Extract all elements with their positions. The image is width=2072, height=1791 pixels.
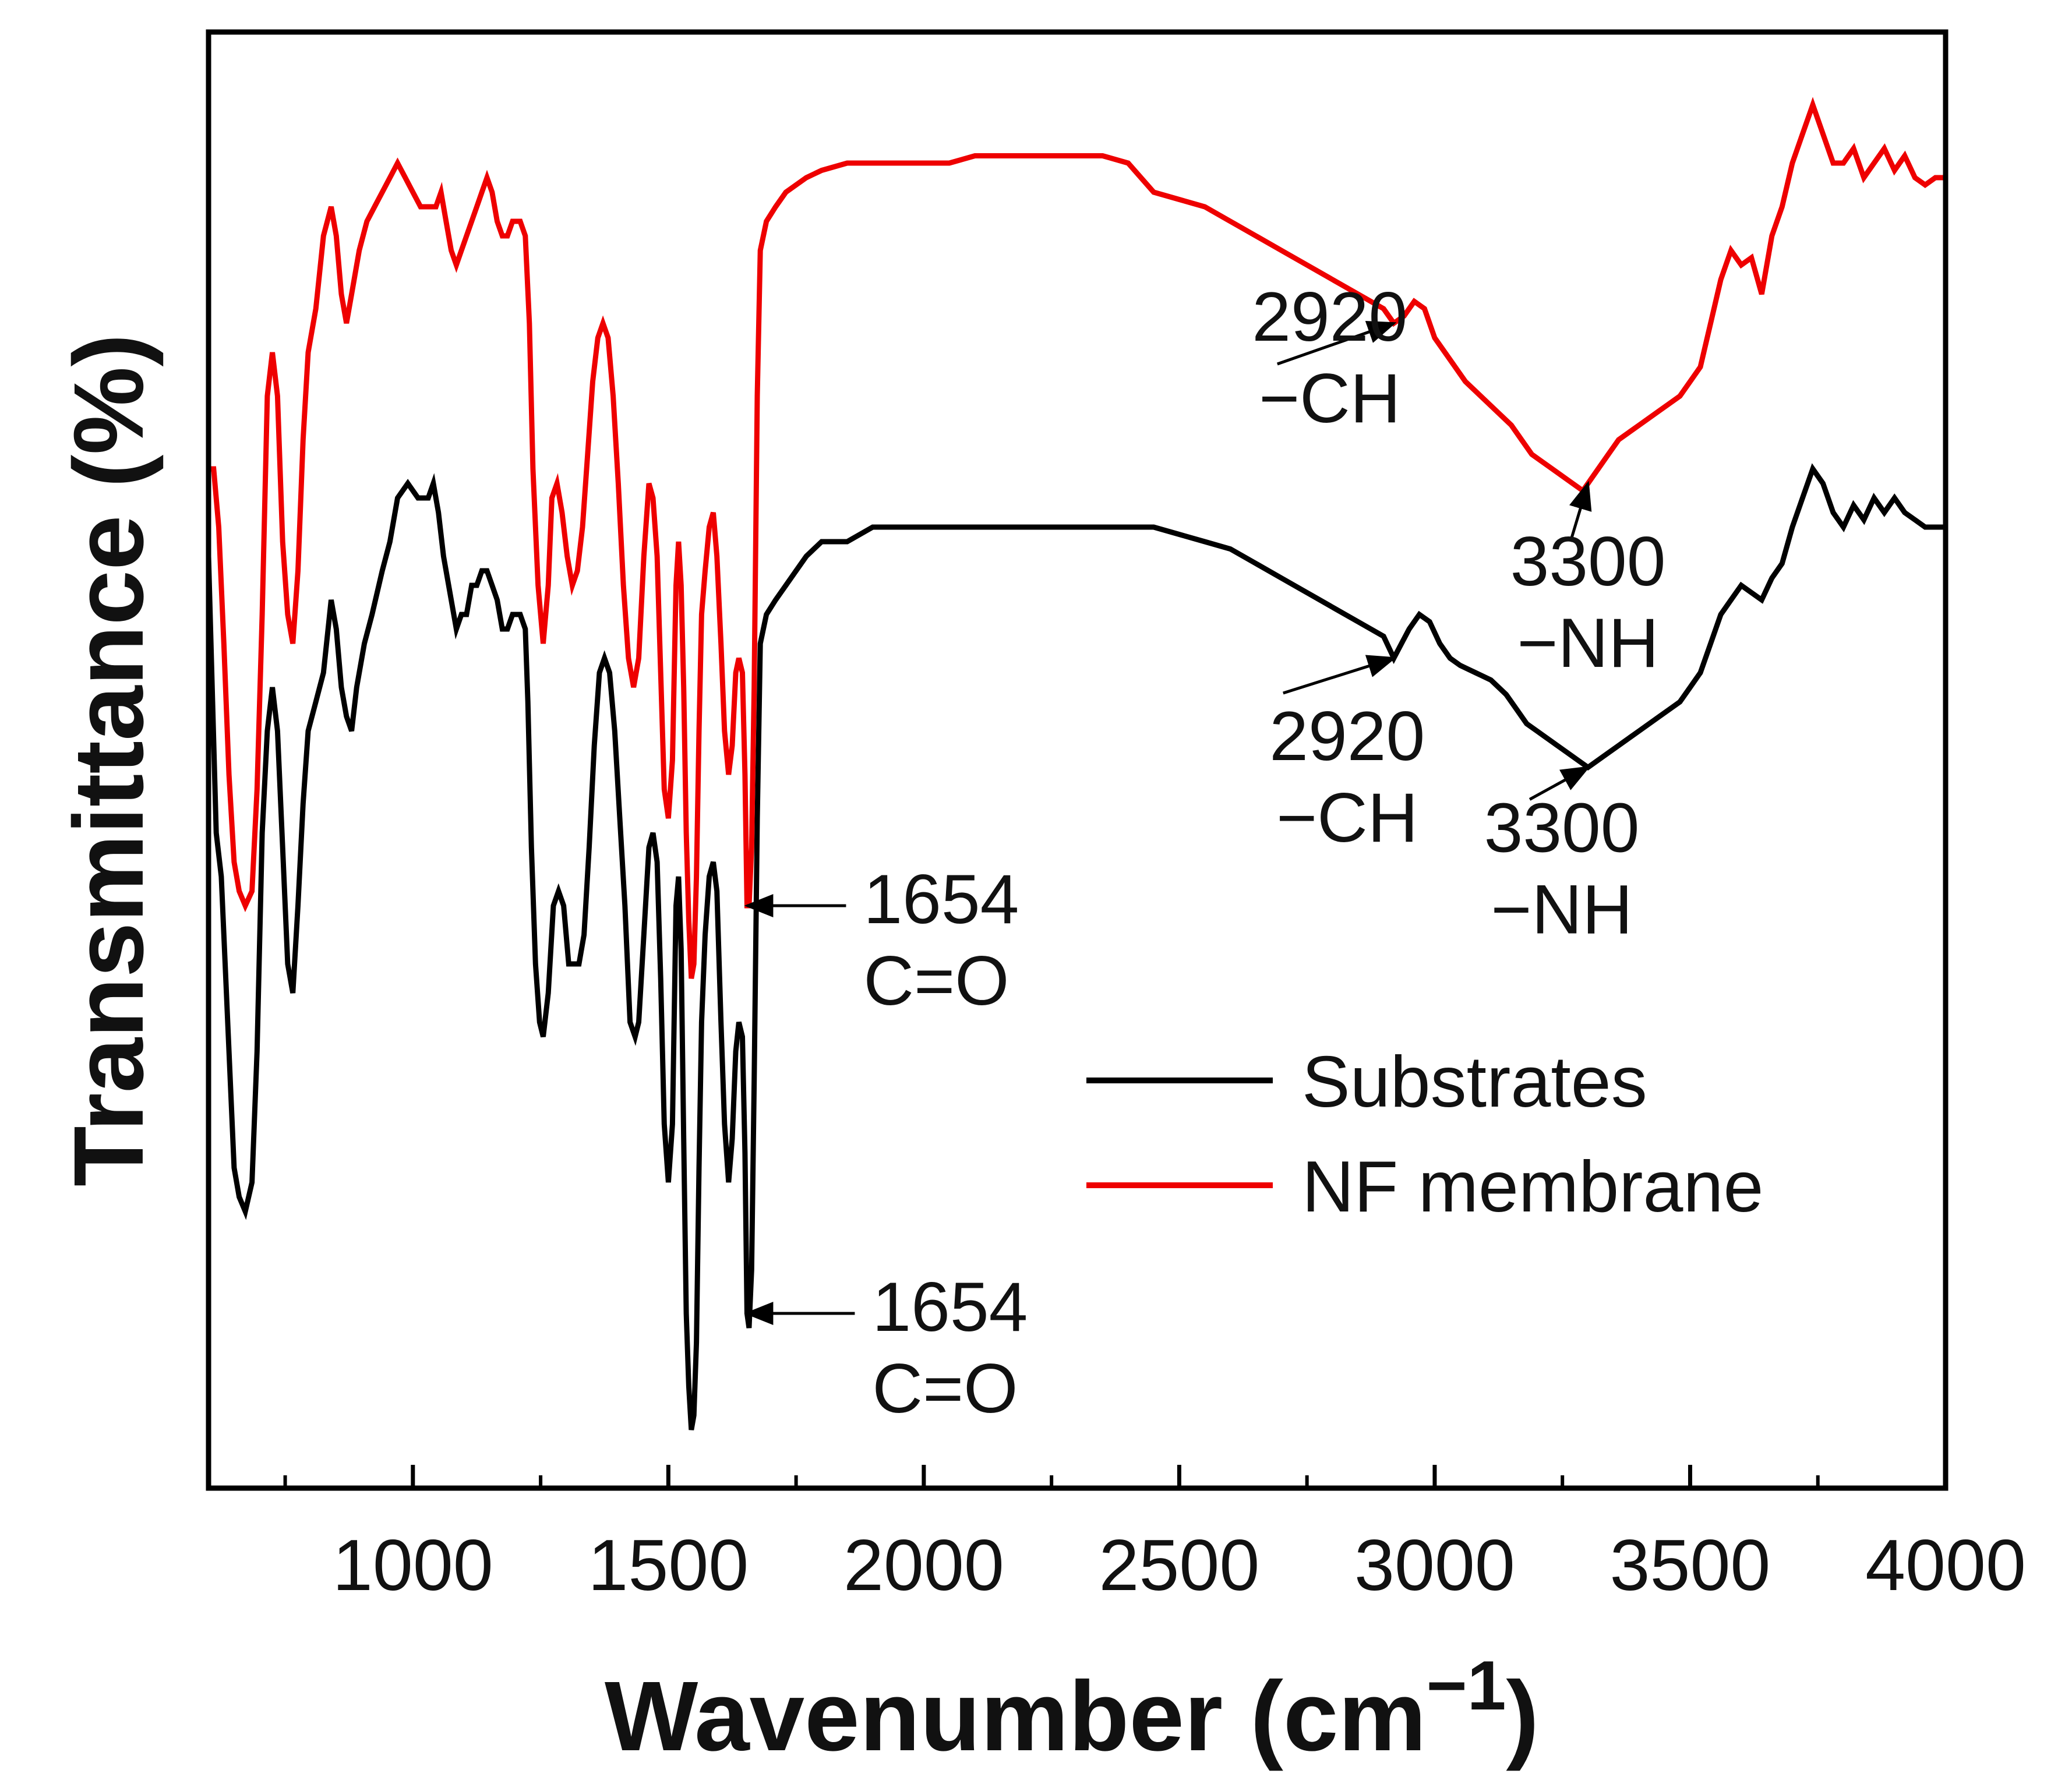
x-axis-ticks: 1000 1500 2000 2500 3000 3500 4000	[283, 1465, 2026, 1606]
annotation-line: C=O	[863, 942, 1009, 1020]
x-axis-title-superscript: −1	[1427, 1647, 1506, 1725]
annotation-line: 1654	[872, 1268, 1028, 1346]
x-tick-label: 2500	[1099, 1525, 1259, 1606]
annotation-label: 2920 −CH	[1269, 697, 1425, 857]
annotation-label: 1654 C=O	[872, 1268, 1028, 1428]
x-tick-label: 3000	[1354, 1525, 1515, 1606]
annotation-label: 2920 −CH	[1252, 278, 1407, 437]
annotation-line: 2920	[1252, 278, 1407, 356]
x-tick-label: 1500	[588, 1525, 749, 1606]
annotation-arrow	[1569, 481, 1592, 542]
annotation-line: −NH	[1491, 871, 1632, 949]
annotation-line: 3300	[1510, 522, 1666, 600]
legend: Substrates NF membrane	[1086, 1042, 1763, 1227]
plot-frame	[206, 29, 1949, 1491]
annotation-label: 3300 −NH	[1510, 522, 1666, 682]
legend-label-nf-membrane: NF membrane	[1302, 1147, 1763, 1227]
x-tick-label: 1000	[333, 1525, 493, 1606]
annotation-label: 3300 −NH	[1484, 789, 1640, 949]
series-layer	[206, 97, 1946, 1430]
x-tick-label: 3500	[1610, 1525, 1771, 1606]
annotation-arrow	[1276, 320, 1397, 366]
x-axis-title-main: Wavenumber (cm	[605, 1661, 1427, 1772]
series-line-nf-membrane	[209, 97, 1946, 979]
annotation-line: C=O	[872, 1350, 1018, 1428]
annotation-line: −CH	[1276, 779, 1418, 857]
annotation-line: −CH	[1259, 359, 1400, 437]
annotation-line: 3300	[1484, 789, 1640, 867]
annotation-line: −NH	[1517, 604, 1658, 682]
annotation-line: 1654	[863, 860, 1019, 938]
annotation-line: 2920	[1269, 697, 1425, 775]
x-tick-label: 2000	[843, 1525, 1004, 1606]
series-line-substrates	[206, 463, 1946, 1430]
annotation-label: 1654 C=O	[863, 860, 1019, 1020]
x-axis-title: Wavenumber (cm−1)	[605, 1647, 1539, 1772]
annotation-arrow	[1283, 655, 1397, 695]
y-axis-title: Transmittance (%)	[54, 334, 164, 1186]
x-axis-title-close: )	[1506, 1661, 1539, 1772]
annotation-arrow	[1529, 766, 1591, 801]
legend-label-substrates: Substrates	[1302, 1042, 1647, 1122]
x-tick-label: 4000	[1865, 1525, 2026, 1606]
